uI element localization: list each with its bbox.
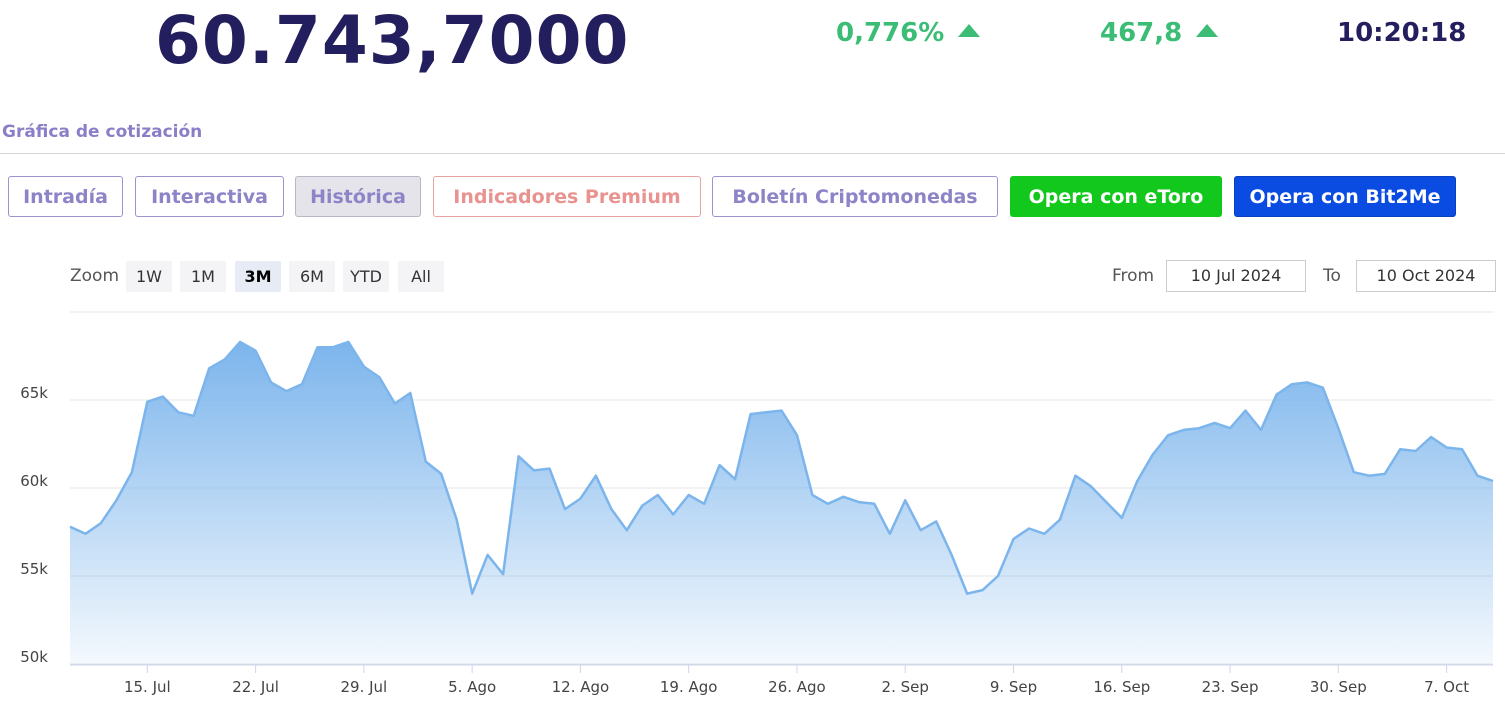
from-date-input[interactable]: 10 Jul 2024 — [1166, 260, 1306, 292]
zoom-3m-button[interactable]: 3M — [235, 261, 281, 292]
x-tick-label: 5. Ago — [448, 678, 496, 696]
last-update-time: 10:20:18 — [1337, 18, 1467, 48]
x-tick-label: 12. Ago — [552, 678, 610, 696]
opera-bit2me-button[interactable]: Opera con Bit2Me — [1234, 176, 1456, 217]
x-tick-label: 16. Sep — [1093, 678, 1150, 696]
x-tick-label: 2. Sep — [882, 678, 929, 696]
to-date-input[interactable]: 10 Oct 2024 — [1356, 260, 1496, 292]
x-tick-label: 19. Ago — [660, 678, 718, 696]
tab-intradia[interactable]: Intradía — [8, 176, 123, 217]
zoom-1m-button[interactable]: 1M — [180, 261, 226, 292]
tab-interactiva[interactable]: Interactiva — [135, 176, 284, 217]
up-arrow-icon — [958, 24, 981, 37]
opera-etoro-button[interactable]: Opera con eToro — [1010, 176, 1222, 217]
x-tick-label: 29. Jul — [341, 678, 388, 696]
section-divider — [0, 153, 1505, 154]
change-percent: 0,776% — [836, 18, 981, 48]
grid-lines — [70, 399, 1493, 665]
x-tick-label: 26. Ago — [768, 678, 826, 696]
tab-boletin-criptomonedas[interactable]: Boletín Criptomonedas — [712, 176, 998, 217]
zoom-label: Zoom — [70, 266, 120, 286]
change-absolute-value: 467,8 — [1100, 18, 1183, 48]
y-tick-label: 65k — [20, 384, 48, 402]
from-label: From — [1112, 266, 1155, 286]
price-value: 60.743,7000 — [155, 2, 630, 79]
price-line — [69, 340, 1494, 595]
x-tick-label: 7. Oct — [1424, 678, 1469, 696]
x-tick-label: 22. Jul — [232, 678, 279, 696]
x-tick-label: 15. Jul — [124, 678, 171, 696]
x-tick-label: 30. Sep — [1310, 678, 1367, 696]
tab-indicadores-premium[interactable]: Indicadores Premium — [433, 176, 701, 217]
zoom-ytd-button[interactable]: YTD — [343, 261, 389, 292]
up-arrow-icon — [1196, 24, 1219, 37]
y-tick-label: 50k — [20, 648, 48, 666]
price-area — [70, 341, 1493, 665]
change-percent-value: 0,776% — [836, 18, 945, 48]
zoom-all-button[interactable]: All — [398, 261, 444, 292]
zoom-6m-button[interactable]: 6M — [289, 261, 335, 292]
change-absolute: 467,8 — [1100, 18, 1219, 48]
x-axis: 15. Jul 22. Jul 29. Jul 5. Ago 12. Ago 19. Ag… — [70, 664, 1493, 696]
tab-historica[interactable]: Histórica — [295, 176, 421, 217]
section-title: Gráfica de cotización — [2, 122, 203, 142]
y-tick-label: 60k — [20, 472, 48, 490]
x-tick-label: 9. Sep — [990, 678, 1037, 696]
zoom-1w-button[interactable]: 1W — [126, 261, 172, 292]
y-tick-label: 55k — [20, 560, 48, 578]
y-axis-labels: 50k 55k 60k 65k — [20, 384, 48, 666]
x-tick-label: 23. Sep — [1202, 678, 1259, 696]
to-label: To — [1323, 266, 1341, 286]
